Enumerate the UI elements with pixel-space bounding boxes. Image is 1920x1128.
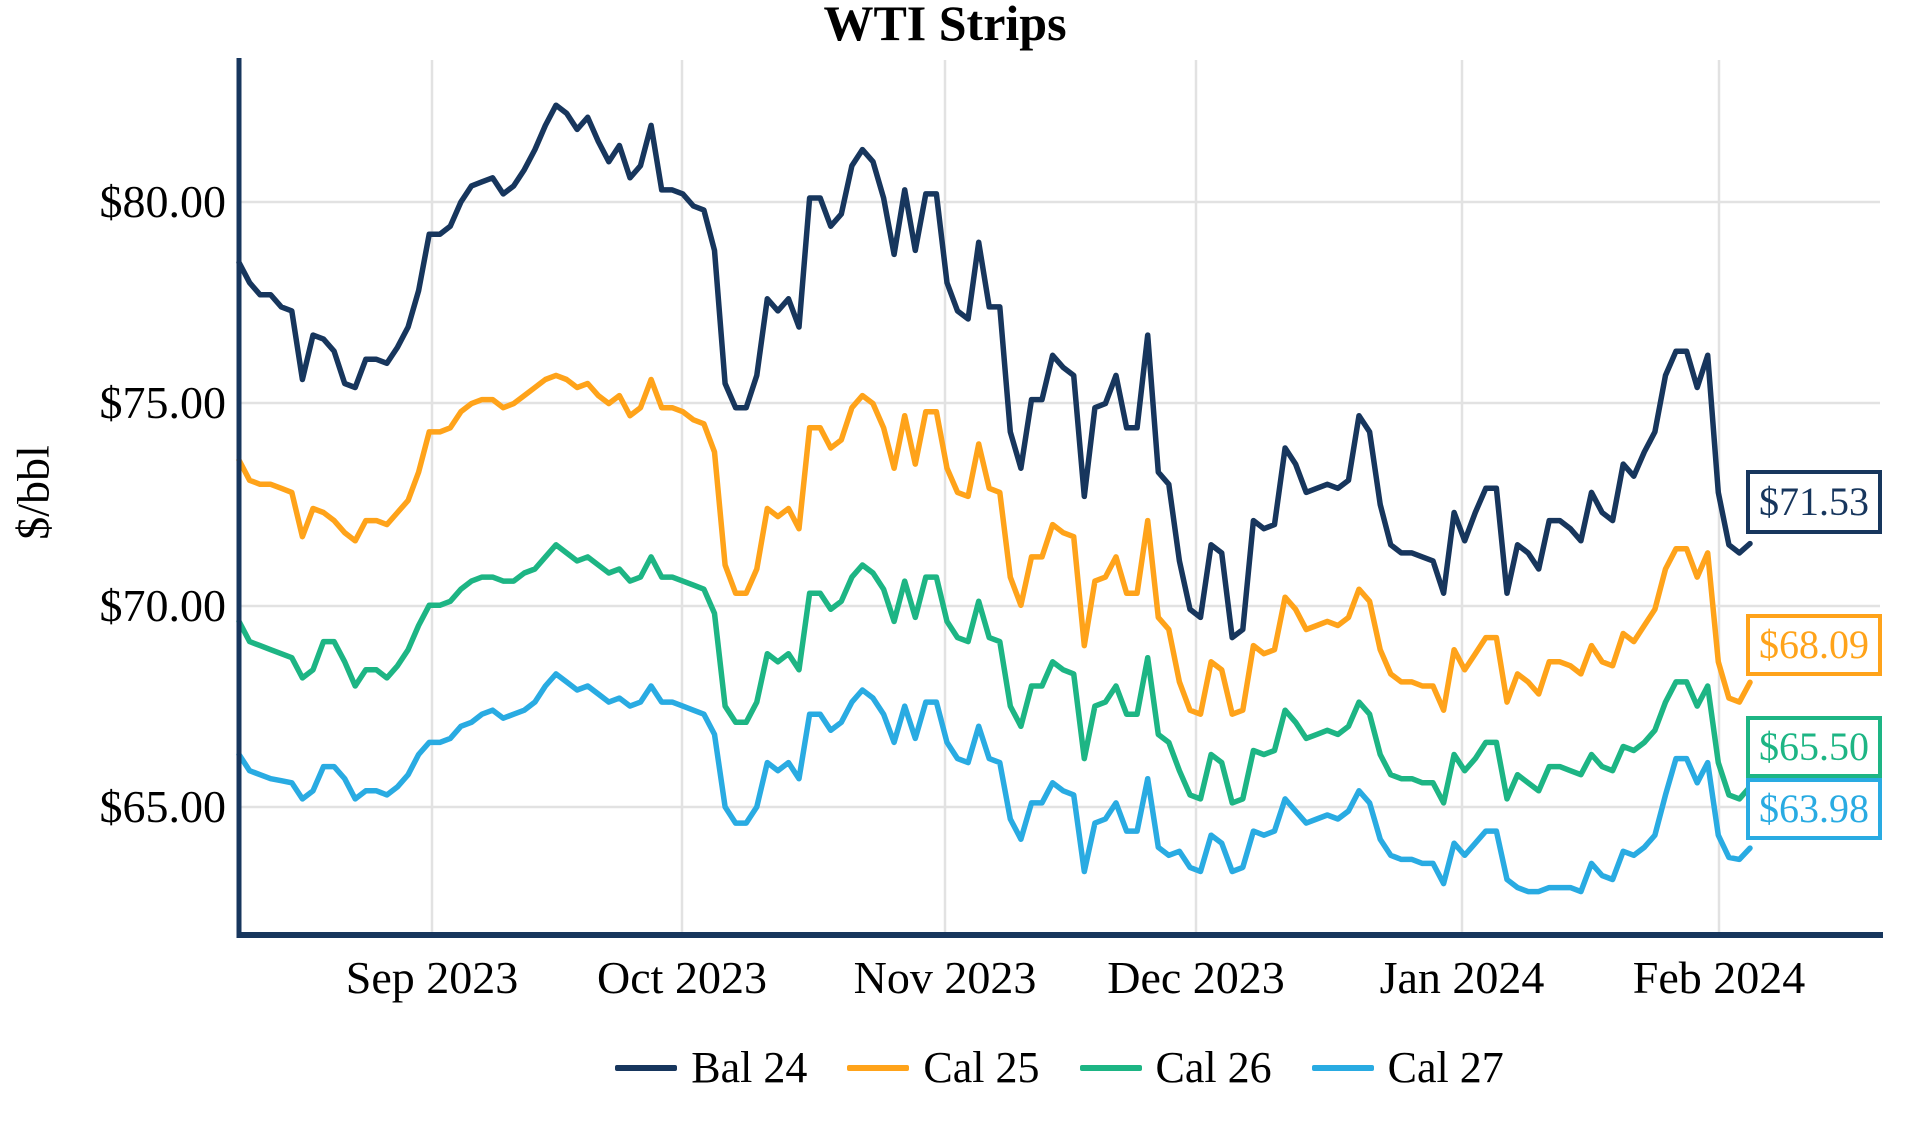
legend-label: Bal 24 bbox=[691, 1043, 808, 1092]
cal-26-line-swatch-icon bbox=[1079, 1065, 1142, 1071]
y-tick-label: $80.00 bbox=[99, 176, 227, 227]
legend: Bal 24 Cal 25 Cal 26 Cal 27 bbox=[239, 1042, 1880, 1094]
series-line-cal-25 bbox=[236, 372, 1753, 717]
end-label-bal-24: $71.53 bbox=[1746, 470, 1882, 534]
chart-title: WTI Strips bbox=[823, 0, 1067, 51]
cal-25-line-swatch-icon bbox=[847, 1065, 910, 1071]
x-tick-label: Oct 2023 bbox=[597, 952, 767, 1003]
y-tick-label: $70.00 bbox=[99, 580, 227, 631]
y-tick-label: $75.00 bbox=[99, 377, 227, 428]
gridlines bbox=[239, 60, 1880, 933]
x-tick-label: Jan 2024 bbox=[1379, 952, 1545, 1003]
bal-24-line-swatch-icon bbox=[615, 1065, 678, 1071]
end-label-cal-25: $68.09 bbox=[1746, 614, 1882, 676]
legend-item-cal-25[interactable]: Cal 25 bbox=[847, 1042, 1040, 1094]
series-lines bbox=[236, 102, 1753, 895]
x-tick-label: Feb 2024 bbox=[1632, 952, 1806, 1003]
series-line-cal-26 bbox=[236, 542, 1753, 806]
x-tick-label: Sep 2023 bbox=[345, 952, 519, 1003]
x-tick-label: Dec 2023 bbox=[1107, 952, 1285, 1003]
series-line-bal-24 bbox=[236, 102, 1753, 641]
legend-label: Cal 25 bbox=[923, 1043, 1040, 1092]
legend-label: Cal 26 bbox=[1155, 1043, 1272, 1092]
legend-label: Cal 27 bbox=[1387, 1043, 1504, 1092]
end-label-cal-26: $65.50 bbox=[1746, 716, 1882, 778]
cal-27-line-swatch-icon bbox=[1311, 1065, 1374, 1071]
axis-lines bbox=[236, 58, 1883, 938]
legend-item-cal-26[interactable]: Cal 26 bbox=[1079, 1042, 1272, 1094]
legend-item-cal-27[interactable]: Cal 27 bbox=[1311, 1042, 1504, 1094]
x-tick-label: Nov 2023 bbox=[853, 952, 1037, 1003]
series-line-cal-27 bbox=[236, 671, 1753, 895]
y-tick-label: $65.00 bbox=[99, 781, 227, 832]
legend-item-bal-24[interactable]: Bal 24 bbox=[615, 1042, 807, 1094]
end-label-cal-27: $63.98 bbox=[1746, 778, 1882, 840]
